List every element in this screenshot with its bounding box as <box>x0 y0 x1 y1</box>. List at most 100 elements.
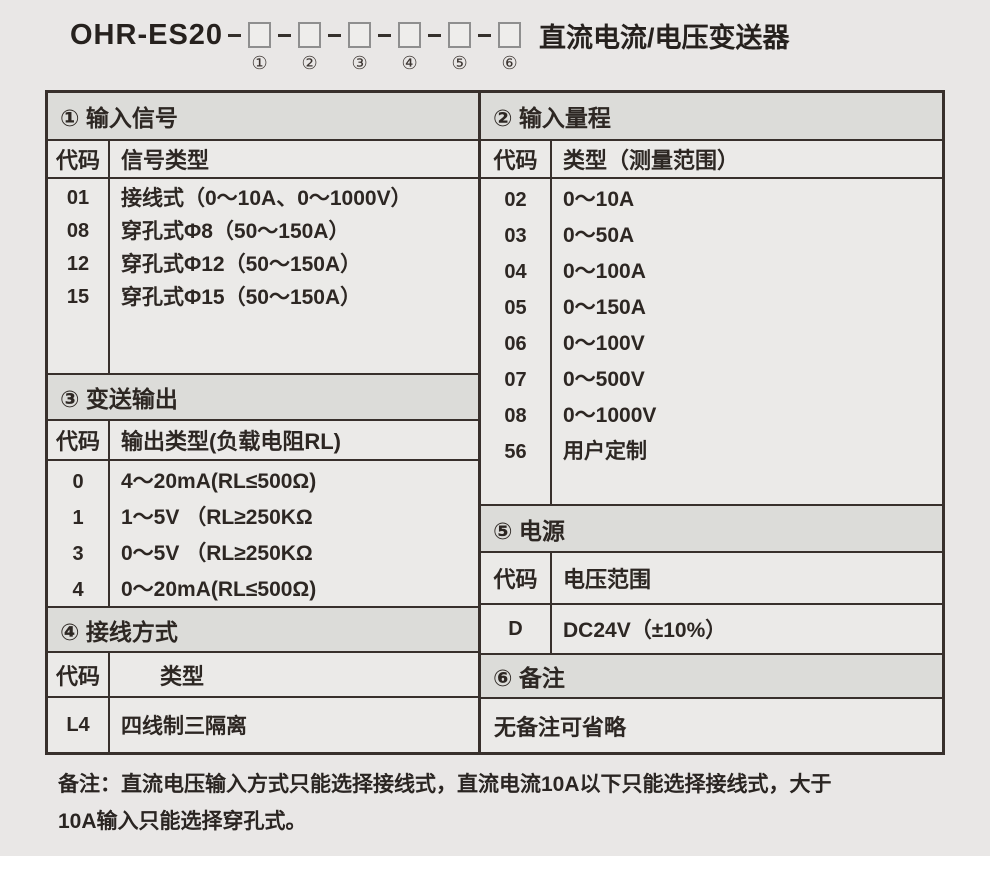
section4-code-column-header: 代码 <box>48 653 110 696</box>
code-value: 15 <box>66 286 90 308</box>
code-value: 03 <box>504 225 527 247</box>
section6-header: ⑥ 备注 <box>481 655 942 699</box>
section1-code-cells: 01 08 12 15 <box>48 179 110 373</box>
position-digit-2: ② <box>301 53 318 74</box>
bottom-white-strip <box>0 856 990 869</box>
section1-body: 01 08 12 15 接线式（0～10A、0～1000V） 穿孔式Φ8（50～… <box>48 179 478 375</box>
section4-type-column-header: 类型 <box>160 663 205 689</box>
type-value: 穿孔式Φ8（50～150A） <box>121 220 350 243</box>
section3-code-cells: 0 1 3 4 <box>48 461 110 606</box>
section1-type-cells: 接线式（0～10A、0～1000V） 穿孔式Φ8（50～150A） 穿孔式Φ12… <box>110 179 478 373</box>
model-code-slot-4: ④ <box>396 21 423 74</box>
type-value: 0～100A <box>563 260 646 283</box>
type-value: 穿孔式Φ15（50～150A） <box>121 286 362 309</box>
code-value: 1 <box>72 507 84 529</box>
code-value: 07 <box>504 369 527 391</box>
model-code-slot-1: ① <box>246 21 273 74</box>
section3-column-headers: 代码 输出类型(负载电阻RL) <box>48 421 478 461</box>
code-box-5 <box>448 22 472 48</box>
type-value: 0～1000V <box>563 404 657 427</box>
code-value: 04 <box>504 261 527 283</box>
position-digit-4: ④ <box>401 53 418 74</box>
model-code-slot-6: ⑥ <box>496 21 523 74</box>
model-code-line: OHR-ES20 ① ② ③ ④ ⑤ ⑥ 直流电流/电压 <box>70 18 790 75</box>
code-value: 01 <box>66 187 90 209</box>
section6-note: 无备注可省略 <box>494 714 627 740</box>
dash-separator <box>428 33 442 37</box>
code-value: 05 <box>504 297 527 319</box>
footnote: 备注：直流电压输入方式只能选择接线式，直流电流10A以下只能选择接线式，大于 1… <box>58 766 958 840</box>
type-value: 接线式（0～10A、0～1000V） <box>121 187 412 210</box>
section4-header: ④ 接线方式 <box>48 608 478 653</box>
section4-body: L4 四线制三隔离 <box>48 698 478 752</box>
product-name: 直流电流/电压变送器 <box>539 22 790 53</box>
section1-type-column-header: 信号类型 <box>121 148 210 173</box>
code-value: D <box>481 605 552 653</box>
code-box-2 <box>298 22 322 48</box>
code-box-4 <box>398 22 422 48</box>
model-code-slot-3: ③ <box>346 21 373 74</box>
code-value: 4 <box>72 579 84 601</box>
type-value: 0～500V <box>563 368 645 391</box>
dash-separator <box>378 33 392 37</box>
type-value: 0～20mA(RL≤500Ω) <box>121 578 317 601</box>
type-value: 穿孔式Φ12（50～150A） <box>121 253 362 276</box>
section5-code-column-header: 代码 <box>481 553 552 603</box>
section2-type-column-header: 类型（测量范围） <box>563 148 740 173</box>
code-box-1 <box>248 22 272 48</box>
dash-separator <box>328 33 342 37</box>
position-digit-3: ③ <box>351 53 368 74</box>
code-value: 08 <box>66 220 90 242</box>
section3-code-column-header: 代码 <box>48 421 110 459</box>
section2-body: 02 03 04 05 06 07 08 56 0～10A 0～50A 0～10… <box>481 179 942 506</box>
section5-type-column-header: 电压范围 <box>563 567 652 592</box>
code-value: 3 <box>72 543 84 565</box>
type-value: 1～5V （RL≥250KΩ <box>121 506 313 529</box>
code-value: L4 <box>48 698 110 752</box>
dash-separator <box>478 33 492 37</box>
type-value: 用户定制 <box>563 440 647 463</box>
footnote-line-2: 10A输入只能选择穿孔式。 <box>58 810 307 833</box>
code-box-6 <box>498 22 522 48</box>
type-value: 0～150A <box>563 296 646 319</box>
position-digit-1: ① <box>251 53 268 74</box>
section3-header: ③ 变送输出 <box>48 375 478 421</box>
section2-code-cells: 02 03 04 05 06 07 08 56 <box>481 179 552 504</box>
model-prefix: OHR-ES20 <box>70 18 224 51</box>
section2-type-cells: 0～10A 0～50A 0～100A 0～150A 0～100V 0～500V … <box>552 179 942 504</box>
section5-header: ⑤ 电源 <box>481 506 942 553</box>
table-right-column: ② 输入量程 代码 类型（测量范围） 02 03 04 05 06 07 08 … <box>481 93 942 752</box>
code-value: 02 <box>504 189 527 211</box>
section1-column-headers: 代码 信号类型 <box>48 141 478 179</box>
table-left-column: ① 输入信号 代码 信号类型 01 08 12 15 接线式（0～10A、0～1… <box>48 93 481 752</box>
type-value: 0～10A <box>563 188 635 211</box>
section2-header: ② 输入量程 <box>481 93 942 141</box>
type-value: DC24V（±10%） <box>563 619 727 642</box>
section3-type-column-header: 输出类型(负载电阻RL) <box>121 429 341 454</box>
footnote-line-1: 备注：直流电压输入方式只能选择接线式，直流电流10A以下只能选择接线式，大于 <box>58 773 832 796</box>
section4-column-headers: 代码 类型 <box>48 653 478 698</box>
section5-body: D DC24V（±10%） <box>481 605 942 655</box>
position-digit-6: ⑥ <box>501 53 518 74</box>
dash-separator <box>228 33 242 37</box>
section2-code-column-header: 代码 <box>481 141 552 177</box>
type-value: 0～50A <box>563 224 635 247</box>
model-code-slot-5: ⑤ <box>446 21 473 74</box>
code-value: 06 <box>504 333 527 355</box>
type-value: 四线制三隔离 <box>121 715 247 738</box>
section5-column-headers: 代码 电压范围 <box>481 553 942 605</box>
section3-body: 0 1 3 4 4～20mA(RL≤500Ω) 1～5V （RL≥250KΩ 0… <box>48 461 478 608</box>
type-value: 0～5V （RL≥250KΩ <box>121 542 313 565</box>
code-value: 08 <box>504 405 527 427</box>
section3-type-cells: 4～20mA(RL≤500Ω) 1～5V （RL≥250KΩ 0～5V （RL≥… <box>110 461 478 606</box>
section1-header: ① 输入信号 <box>48 93 478 141</box>
ordering-table: ① 输入信号 代码 信号类型 01 08 12 15 接线式（0～10A、0～1… <box>45 90 945 755</box>
section1-code-column-header: 代码 <box>48 141 110 177</box>
section2-column-headers: 代码 类型（测量范围） <box>481 141 942 179</box>
model-code-slot-2: ② <box>296 21 323 74</box>
code-value: 12 <box>66 253 90 275</box>
type-value: 4～20mA(RL≤500Ω) <box>121 470 317 493</box>
code-box-3 <box>348 22 372 48</box>
type-value: 0～100V <box>563 332 645 355</box>
